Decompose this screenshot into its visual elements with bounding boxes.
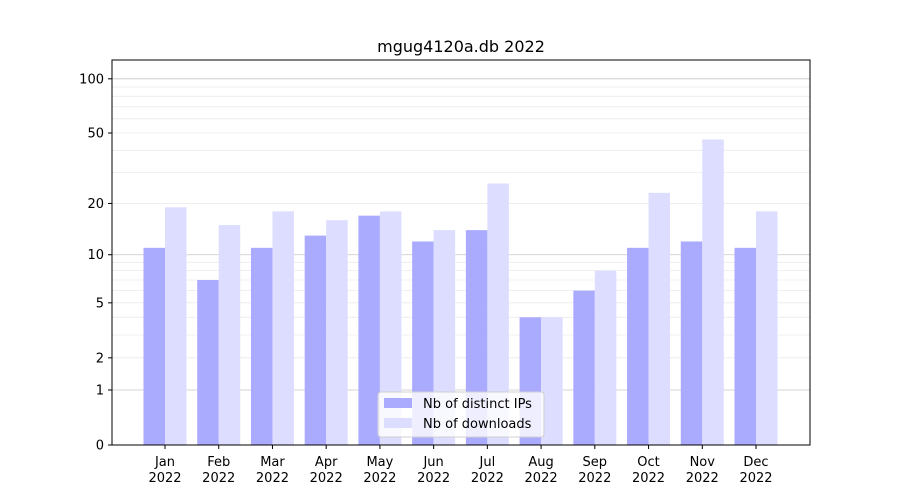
bar-distinct-ips [358, 215, 380, 445]
bar-distinct-ips [197, 280, 219, 445]
bar-distinct-ips [573, 290, 595, 445]
bar-downloads [379, 211, 402, 445]
x-tick-label: May 2022 [363, 455, 396, 486]
bar-downloads [433, 230, 456, 445]
bar-downloads [272, 211, 294, 445]
legend-label: Nb of downloads [423, 417, 532, 432]
x-tick-label: Sep 2022 [578, 455, 611, 486]
bar-distinct-ips [734, 247, 756, 445]
bar-downloads [218, 225, 241, 445]
x-tick-label: Jan 2022 [148, 455, 181, 486]
bar-downloads [594, 270, 617, 445]
x-tick-label: Nov 2022 [686, 455, 719, 486]
bar-downloads [648, 192, 671, 445]
bar-distinct-ips [680, 241, 703, 445]
plot-frame [111, 59, 811, 446]
legend-label: Nb of distinct IPs [423, 397, 532, 412]
legend: Nb of distinct IPs Nb of downloads [377, 391, 545, 438]
bar-downloads [756, 211, 778, 445]
legend-box [377, 391, 545, 438]
y-tick-label: 5 [96, 296, 104, 311]
y-tick-label: 20 [87, 197, 104, 212]
bar-distinct-ips [143, 247, 165, 445]
legend-swatch [384, 418, 412, 428]
legend-swatch [384, 398, 412, 408]
x-tick-label: Dec 2022 [739, 455, 772, 486]
y-tick-label: 2 [96, 351, 104, 366]
bar-downloads [487, 183, 509, 445]
y-tick-label: 50 [87, 127, 104, 142]
x-tick-label: Oct 2022 [632, 455, 665, 486]
bar-downloads [326, 220, 348, 445]
y-tick-label: 10 [87, 248, 104, 263]
x-tick-label: Jul 2022 [471, 455, 504, 486]
bar-distinct-ips [465, 230, 488, 445]
bar-downloads [165, 207, 187, 445]
chart-title: mgug4120a.db 2022 [377, 37, 545, 56]
x-tick-label: Feb 2022 [202, 455, 235, 486]
x-tick-label: Apr 2022 [310, 455, 343, 486]
y-tick-label: 0 [96, 439, 104, 454]
bar-distinct-ips [304, 235, 327, 445]
y-tick-label: 100 [79, 72, 104, 87]
y-tick-label: 1 [96, 384, 104, 399]
bar-downloads [702, 139, 724, 445]
bar-distinct-ips [627, 247, 649, 445]
bar-distinct-ips [250, 247, 273, 445]
x-tick-label: Mar 2022 [256, 455, 289, 486]
x-tick-label: Jun 2022 [417, 455, 450, 486]
bar-downloads [541, 317, 563, 445]
x-tick-label: Aug 2022 [525, 455, 558, 486]
